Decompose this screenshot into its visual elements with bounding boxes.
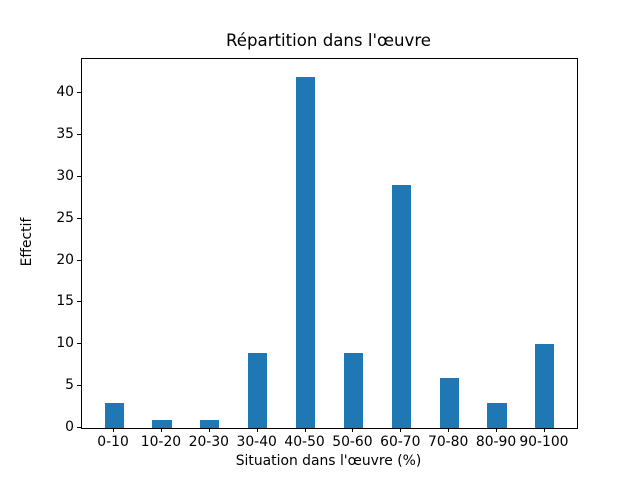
x-tick-mark: [352, 428, 354, 432]
x-tick-mark: [543, 428, 545, 432]
x-tick-label: 10-20: [140, 434, 182, 450]
x-tick-mark: [113, 428, 115, 432]
y-axis-label: Effectif: [19, 217, 35, 267]
y-tick-label: 35: [56, 126, 74, 143]
bar-0-10: [104, 402, 124, 428]
x-tick-label: 20-30: [188, 434, 229, 450]
y-tick-mark: [77, 175, 81, 177]
bar-10-20: [152, 419, 172, 428]
x-tick-mark: [256, 428, 258, 432]
y-tick-label: 15: [56, 293, 74, 310]
x-tick-label: 50-60: [332, 434, 373, 450]
chart-title: Répartition dans l'œuvre: [226, 31, 431, 50]
bar-70-80: [439, 377, 459, 428]
y-tick-mark: [77, 385, 81, 387]
bar-40-50: [295, 76, 316, 428]
bar-20-30: [200, 419, 220, 428]
x-tick-label: 30-40: [236, 434, 277, 450]
y-tick-label: 0: [65, 419, 74, 435]
y-tick-mark: [77, 217, 81, 219]
x-tick-mark: [304, 428, 306, 432]
y-tick-mark: [77, 343, 81, 345]
y-tick-mark: [77, 134, 81, 136]
x-tick-mark: [400, 428, 402, 432]
x-tick-label: 80-90: [475, 434, 517, 450]
y-tick-label: 40: [56, 84, 74, 101]
y-tick-label: 10: [56, 335, 74, 352]
bar-60-70: [391, 185, 411, 428]
x-tick-mark: [208, 428, 210, 432]
x-tick-mark: [448, 428, 450, 432]
x-axis-label: Situation dans l'œuvre (%): [235, 453, 422, 469]
y-tick-mark: [77, 427, 81, 428]
y-tick-mark: [77, 259, 81, 261]
y-tick-label: 25: [56, 209, 74, 226]
plot-area: [81, 58, 578, 429]
x-tick-label: 90-100: [519, 434, 569, 450]
x-tick-mark: [496, 428, 498, 432]
y-tick-mark: [77, 301, 81, 303]
x-tick-label: 60-70: [380, 434, 421, 450]
y-tick-label: 30: [56, 167, 74, 184]
x-tick-label: 70-80: [427, 434, 469, 450]
y-tick-mark: [77, 92, 81, 94]
x-tick-label: 0-10: [97, 434, 129, 450]
bar-90-100: [535, 344, 555, 428]
x-tick-label: 40-50: [284, 434, 325, 450]
y-tick-label: 20: [56, 251, 74, 268]
bar-50-60: [343, 352, 363, 428]
bar-80-90: [487, 402, 507, 428]
x-tick-mark: [160, 428, 162, 432]
y-tick-label: 5: [65, 377, 74, 394]
bar-30-40: [248, 352, 268, 428]
